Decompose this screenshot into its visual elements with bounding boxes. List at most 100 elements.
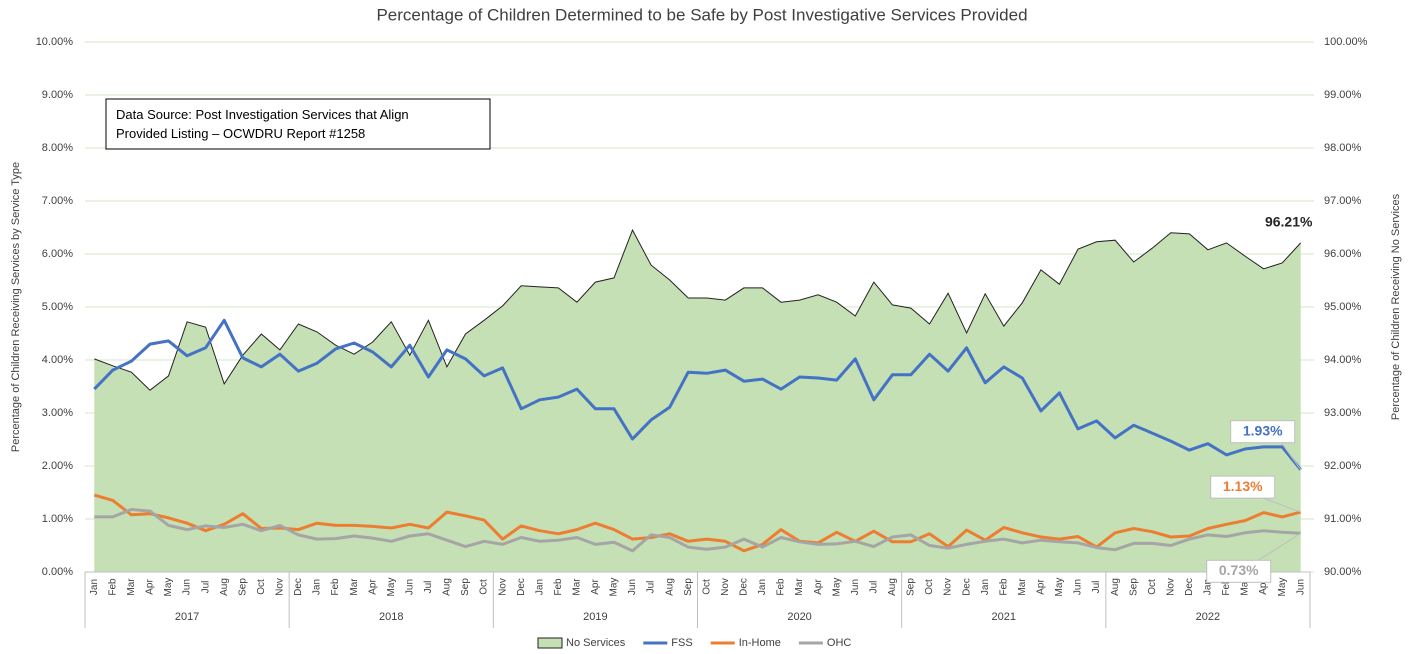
x-tick-label: Jul	[200, 581, 211, 594]
x-tick-label: Jun	[1073, 579, 1084, 595]
y2-tick-label: 94.00%	[1324, 354, 1362, 366]
y-tick-label: 9.00%	[42, 89, 73, 101]
x-tick-label: Feb	[107, 578, 118, 596]
x-tick-label: Oct	[479, 579, 490, 595]
legend-label: In-Home	[739, 637, 781, 649]
year-label: 2019	[583, 611, 607, 623]
legend-label: OHC	[827, 637, 852, 649]
y2-tick-label: 92.00%	[1324, 460, 1362, 472]
x-tick-label: Jan	[1203, 579, 1214, 595]
x-tick-label: May	[163, 578, 174, 597]
x-tick-label: May	[609, 578, 620, 597]
x-tick-label: Nov	[943, 578, 954, 596]
y2-axis-title: Percentage of Children Receiving No Serv…	[1390, 193, 1402, 420]
x-tick-label: Feb	[776, 578, 787, 596]
x-tick-label: Mar	[349, 578, 360, 596]
y-tick-label: 3.00%	[42, 407, 73, 419]
x-tick-label: Aug	[442, 578, 453, 596]
x-tick-label: Jul	[868, 581, 879, 594]
label-box	[1206, 559, 1272, 583]
x-tick-label: Jan	[312, 579, 323, 595]
x-tick-label: Feb	[553, 578, 564, 596]
x-tick-label: Jun	[1295, 579, 1306, 595]
x-tick-label: Dec	[293, 578, 304, 596]
y-tick-label: 5.00%	[42, 301, 73, 313]
x-tick-label: Mar	[126, 578, 137, 596]
data-label: 1.93%	[1243, 422, 1283, 438]
y2-tick-label: 98.00%	[1324, 142, 1362, 154]
x-tick-label: Mar	[794, 578, 805, 596]
year-label: 2017	[175, 611, 199, 623]
y-tick-label: 2.00%	[42, 460, 73, 472]
area	[94, 230, 1301, 572]
annotation-line: Provided Listing – OCWDRU Report #1258	[116, 126, 365, 141]
x-tick-label: Jan	[980, 579, 991, 595]
x-tick-label: Jun	[404, 579, 415, 595]
x-tick-label: Dec	[1184, 578, 1195, 596]
y-tick-label: 4.00%	[42, 354, 73, 366]
x-tick-label: Nov	[275, 578, 286, 596]
x-tick-label: Sep	[683, 578, 694, 596]
y2-tick-label: 100.00%	[1324, 36, 1368, 48]
x-tick-label: Mar	[571, 578, 582, 596]
x-tick-label: Aug	[664, 578, 675, 596]
line	[93, 318, 1302, 471]
x-tick-label: Oct	[924, 579, 935, 595]
legend-item: OHC	[798, 637, 852, 649]
line	[94, 508, 1301, 553]
y-axis-title: Percentage of Children Receiving Service…	[10, 162, 22, 452]
x-tick-label: Jul	[646, 581, 657, 594]
x-tick-label: May	[386, 578, 397, 597]
x-tick-label: Aug	[887, 578, 898, 596]
year-label: 2018	[379, 611, 403, 623]
x-tick-label: Apr	[145, 579, 156, 595]
callout	[1280, 441, 1302, 471]
y2-tick-label: 96.00%	[1324, 248, 1362, 260]
x-tick-label: Aug	[219, 578, 230, 596]
x-tick-label: Nov	[720, 578, 731, 596]
x-tick-label: Feb	[998, 578, 1009, 596]
x-tick-label: Jul	[1091, 581, 1102, 594]
x-tick-label: Oct	[256, 579, 267, 595]
y2-tick-label: 90.00%	[1324, 566, 1362, 578]
x-tick-label: Nov	[1165, 578, 1176, 596]
annotation-box	[105, 98, 491, 150]
label-box	[1230, 420, 1296, 444]
legend-label: No Services	[566, 637, 626, 649]
x-tick-label: Oct	[1147, 579, 1158, 595]
x-tick-label: Feb	[330, 578, 341, 596]
y-tick-label: 0.00%	[42, 566, 73, 578]
x-tick-label: Jun	[627, 579, 638, 595]
callout	[1260, 496, 1301, 513]
y2-tick-label: 95.00%	[1324, 301, 1362, 313]
x-tick-label: Feb	[1221, 578, 1232, 596]
x-tick-label: Jun	[850, 579, 861, 595]
x-tick-label: Apr	[367, 579, 378, 595]
x-tick-label: Nov	[497, 578, 508, 596]
plot: 0.00% 1.00% 2.00% 3.00% 4.00% 5.00% 6.00% 7.00%…	[36, 36, 1368, 649]
x-tick-label: Dec	[516, 578, 527, 596]
y2-tick-label: 97.00%	[1324, 195, 1362, 207]
x-tick-label: Jul	[423, 581, 434, 594]
y2-tick-label: 91.00%	[1324, 513, 1362, 525]
x-tick-label: Apr	[1036, 579, 1047, 595]
data-label: 1.13%	[1223, 478, 1263, 494]
x-tick-label: Dec	[961, 578, 972, 596]
x-tick-label: Sep	[1128, 578, 1139, 596]
legend-item: FSS	[643, 637, 693, 649]
x-tick-label: Mar	[1017, 578, 1028, 596]
legend-label: FSS	[671, 637, 692, 649]
data-label: 96.21%	[1265, 214, 1313, 230]
annotation-line: Data Source: Post Investigation Services…	[116, 107, 409, 122]
y-tick-label: 6.00%	[42, 248, 73, 260]
y-tick-label: 1.00%	[42, 513, 73, 525]
x-tick-label: May	[831, 578, 842, 597]
year-label: 2022	[1196, 611, 1220, 623]
area-outline	[94, 228, 1302, 391]
x-tick-label: Apr	[1258, 579, 1269, 595]
x-tick-label: Dec	[739, 578, 750, 596]
y-tick-label: 7.00%	[42, 195, 73, 207]
year-label: 2020	[787, 611, 811, 623]
x-tick-label: Jun	[182, 579, 193, 595]
